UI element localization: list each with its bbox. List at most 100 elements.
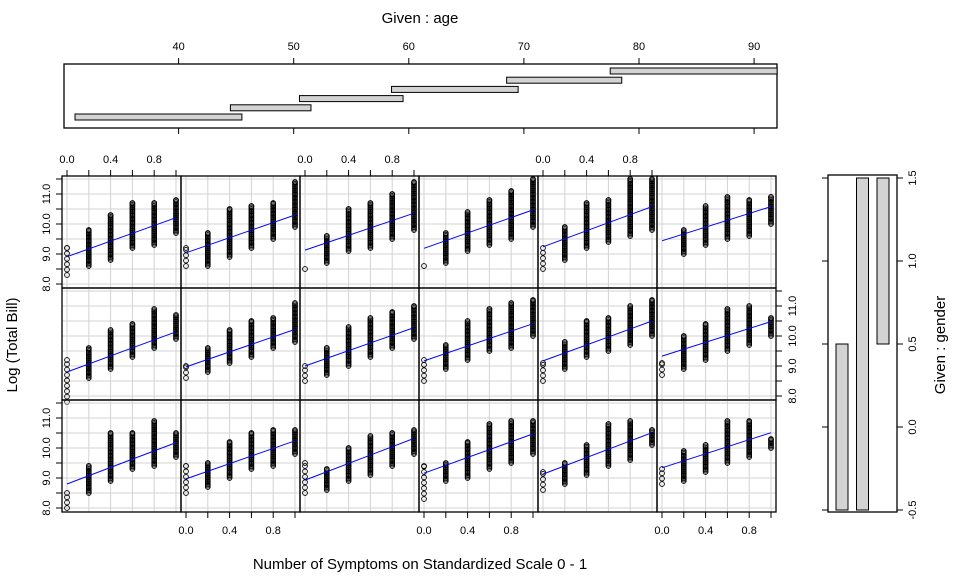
data-point	[64, 490, 70, 496]
gender-tick-label: 0.0	[907, 419, 919, 434]
regression-line	[304, 212, 415, 251]
data-point	[248, 203, 255, 209]
data-point	[540, 245, 546, 251]
data-point	[270, 200, 277, 206]
data-point	[345, 445, 352, 451]
data-point	[605, 315, 612, 321]
panel: 0.0 0.4 0.8	[416, 399, 539, 537]
data-point	[302, 468, 308, 475]
data-point	[464, 318, 471, 324]
data-point	[561, 339, 568, 345]
data-point	[173, 430, 179, 436]
data-point	[302, 367, 308, 374]
data-point	[389, 430, 396, 436]
x-tick-label: 0.4	[460, 525, 475, 537]
data-point	[680, 333, 687, 339]
panel: 8.0 9.0 10.0 11.0	[656, 287, 799, 404]
gender-interval-bar	[876, 177, 890, 345]
data-point	[345, 206, 352, 212]
panel: 0.0 0.4 0.8 8.0 9.0 10.0 11.0	[41, 154, 182, 292]
panel	[537, 399, 658, 513]
x-tick-label: 0.8	[147, 154, 162, 166]
data-point	[659, 366, 665, 373]
data-point	[680, 227, 687, 233]
age-tick-label: 90	[748, 41, 760, 53]
x-tick-label: 0.8	[623, 154, 638, 166]
regression-line	[66, 442, 177, 485]
y-tick-label: 9.0	[41, 246, 53, 261]
gender-tick-label: -0.5	[907, 501, 919, 520]
data-point	[302, 484, 308, 491]
data-point	[768, 315, 774, 321]
regression-line	[661, 432, 772, 469]
y-tick-label: 11.0	[41, 408, 53, 429]
data-point	[367, 200, 374, 206]
x-tick-label: 0.4	[579, 154, 594, 166]
y-tick-label: 11.0	[41, 184, 53, 205]
data-point	[151, 200, 158, 206]
data-point	[540, 367, 546, 374]
data-point	[367, 315, 374, 321]
regression-line	[423, 433, 534, 474]
data-point	[64, 266, 70, 273]
data-point	[151, 306, 158, 312]
data-point	[302, 266, 308, 272]
panel	[418, 175, 539, 289]
given-gender-panel: -0.5 0.0 0.5 1.0 1.5	[822, 170, 919, 519]
x-tick-label: 0.8	[504, 525, 519, 537]
data-point	[583, 200, 590, 206]
panel	[418, 287, 539, 401]
data-point	[421, 474, 427, 481]
data-point	[64, 250, 70, 257]
regression-line	[423, 209, 534, 249]
data-point	[540, 255, 546, 262]
data-point	[183, 484, 189, 491]
x-tick-label: 0.8	[742, 525, 757, 537]
regression-line	[661, 206, 772, 242]
data-point	[302, 460, 308, 466]
age-tick-label: 50	[288, 41, 300, 53]
regression-line	[185, 440, 296, 480]
data-point	[64, 382, 70, 389]
data-point	[421, 485, 427, 492]
data-point	[442, 230, 449, 236]
data-point	[183, 263, 189, 269]
data-point	[173, 312, 179, 318]
data-point	[530, 297, 536, 303]
gender-tick-label: 0.5	[907, 336, 919, 351]
data-point	[270, 427, 277, 433]
data-point	[442, 342, 449, 348]
data-point	[605, 197, 612, 203]
data-point	[421, 378, 427, 384]
data-point	[659, 475, 665, 482]
data-point	[183, 473, 189, 480]
gender-tick-label: 1.0	[907, 253, 919, 268]
data-point	[204, 460, 211, 466]
panel: 8.0 9.0 10.0 11.0	[41, 399, 182, 516]
data-point	[411, 179, 417, 185]
panel	[299, 287, 420, 401]
x-tick-label: 0.0	[416, 525, 431, 537]
data-point	[345, 324, 352, 330]
data-point	[183, 468, 189, 475]
age-panel-frame	[63, 63, 778, 129]
y-tick-label: 9.0	[41, 470, 53, 485]
data-point	[302, 378, 308, 384]
gender-interval-bar	[856, 177, 869, 511]
x-tick-label: 0.8	[266, 525, 281, 537]
panel	[656, 175, 777, 289]
data-point	[540, 481, 546, 488]
data-point	[302, 372, 308, 379]
x-tick-label: 0.4	[698, 525, 713, 537]
data-point	[649, 297, 655, 303]
data-point	[64, 377, 70, 384]
data-point	[129, 321, 136, 327]
data-point	[204, 230, 211, 236]
data-point	[107, 327, 114, 333]
x-axis-label: Number of Symptoms on Standardized Scale…	[253, 556, 587, 573]
data-point	[421, 367, 427, 374]
panel: 0.0 0.4 0.8	[654, 399, 777, 537]
panel-frame	[656, 399, 777, 513]
x-tick-label: 0.4	[341, 154, 356, 166]
data-point	[649, 427, 655, 433]
